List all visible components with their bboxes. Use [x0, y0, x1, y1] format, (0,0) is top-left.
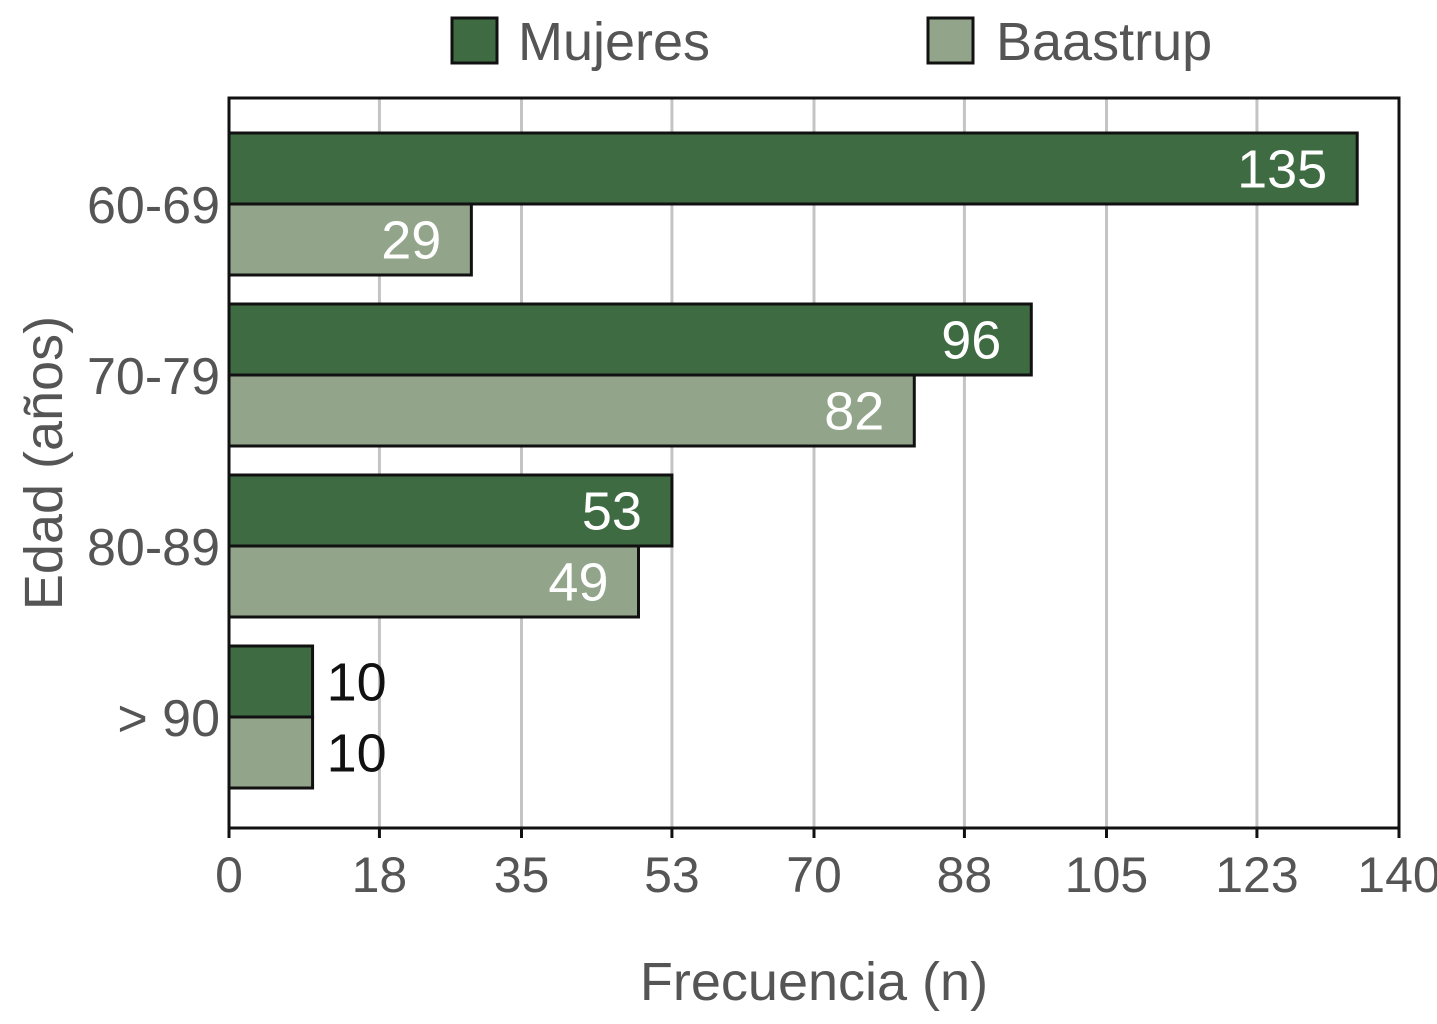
y-axis-category-labels: 60-69 70-79 80-89 > 90 [87, 177, 220, 748]
legend-swatch-mujeres [450, 16, 499, 65]
x-axis-title: Frecuencia (n) [640, 952, 988, 1012]
x-tick-label: 105 [1065, 847, 1148, 903]
bar-mujeres-1 [227, 302, 1033, 377]
bar-labels: 135 29 96 82 53 49 10 10 [327, 140, 1328, 784]
y-category-label: 60-69 [87, 177, 220, 235]
bar-baastrup-2 [227, 544, 640, 619]
y-category-label: 70-79 [87, 348, 220, 406]
legend-label-baastrup: Baastrup [996, 12, 1212, 72]
x-axis-ticks: 0 18 35 53 70 88 105 123 140 [215, 828, 1437, 903]
bar-value-label: 10 [327, 724, 387, 784]
bars [227, 131, 1359, 790]
legend-swatch-baastrup [926, 16, 975, 65]
bar-value-label: 10 [327, 653, 387, 713]
x-tick-label: 18 [352, 847, 408, 903]
bar-mujeres-0 [227, 131, 1359, 206]
bar-baastrup-0 [227, 202, 473, 277]
legend-label-mujeres: Mujeres [518, 12, 710, 72]
bar-value-label: 49 [548, 553, 608, 613]
bar-baastrup-3 [227, 715, 315, 790]
x-tick-label: 88 [937, 847, 993, 903]
x-tick-label: 140 [1357, 847, 1437, 903]
legend: Mujeres Baastrup [450, 12, 1212, 72]
x-tick-label: 70 [786, 847, 842, 903]
bar-value-label: 53 [582, 482, 642, 542]
gridlines [377, 98, 1259, 828]
x-tick-label: 53 [644, 847, 700, 903]
bar-value-label: 29 [381, 211, 441, 271]
bar-mujeres-2 [227, 473, 674, 548]
x-tick-label: 123 [1215, 847, 1298, 903]
bar-value-label: 135 [1237, 140, 1327, 200]
bar-mujeres-3 [227, 644, 315, 719]
bar-value-label: 96 [941, 311, 1001, 371]
y-category-label: 80-89 [87, 519, 220, 577]
bar-value-label: 82 [824, 382, 884, 442]
x-tick-label: 0 [215, 847, 243, 903]
y-axis-title: Edad (años) [14, 316, 74, 610]
y-category-label: > 90 [117, 690, 220, 748]
x-tick-label: 35 [494, 847, 550, 903]
bar-baastrup-1 [227, 373, 916, 448]
